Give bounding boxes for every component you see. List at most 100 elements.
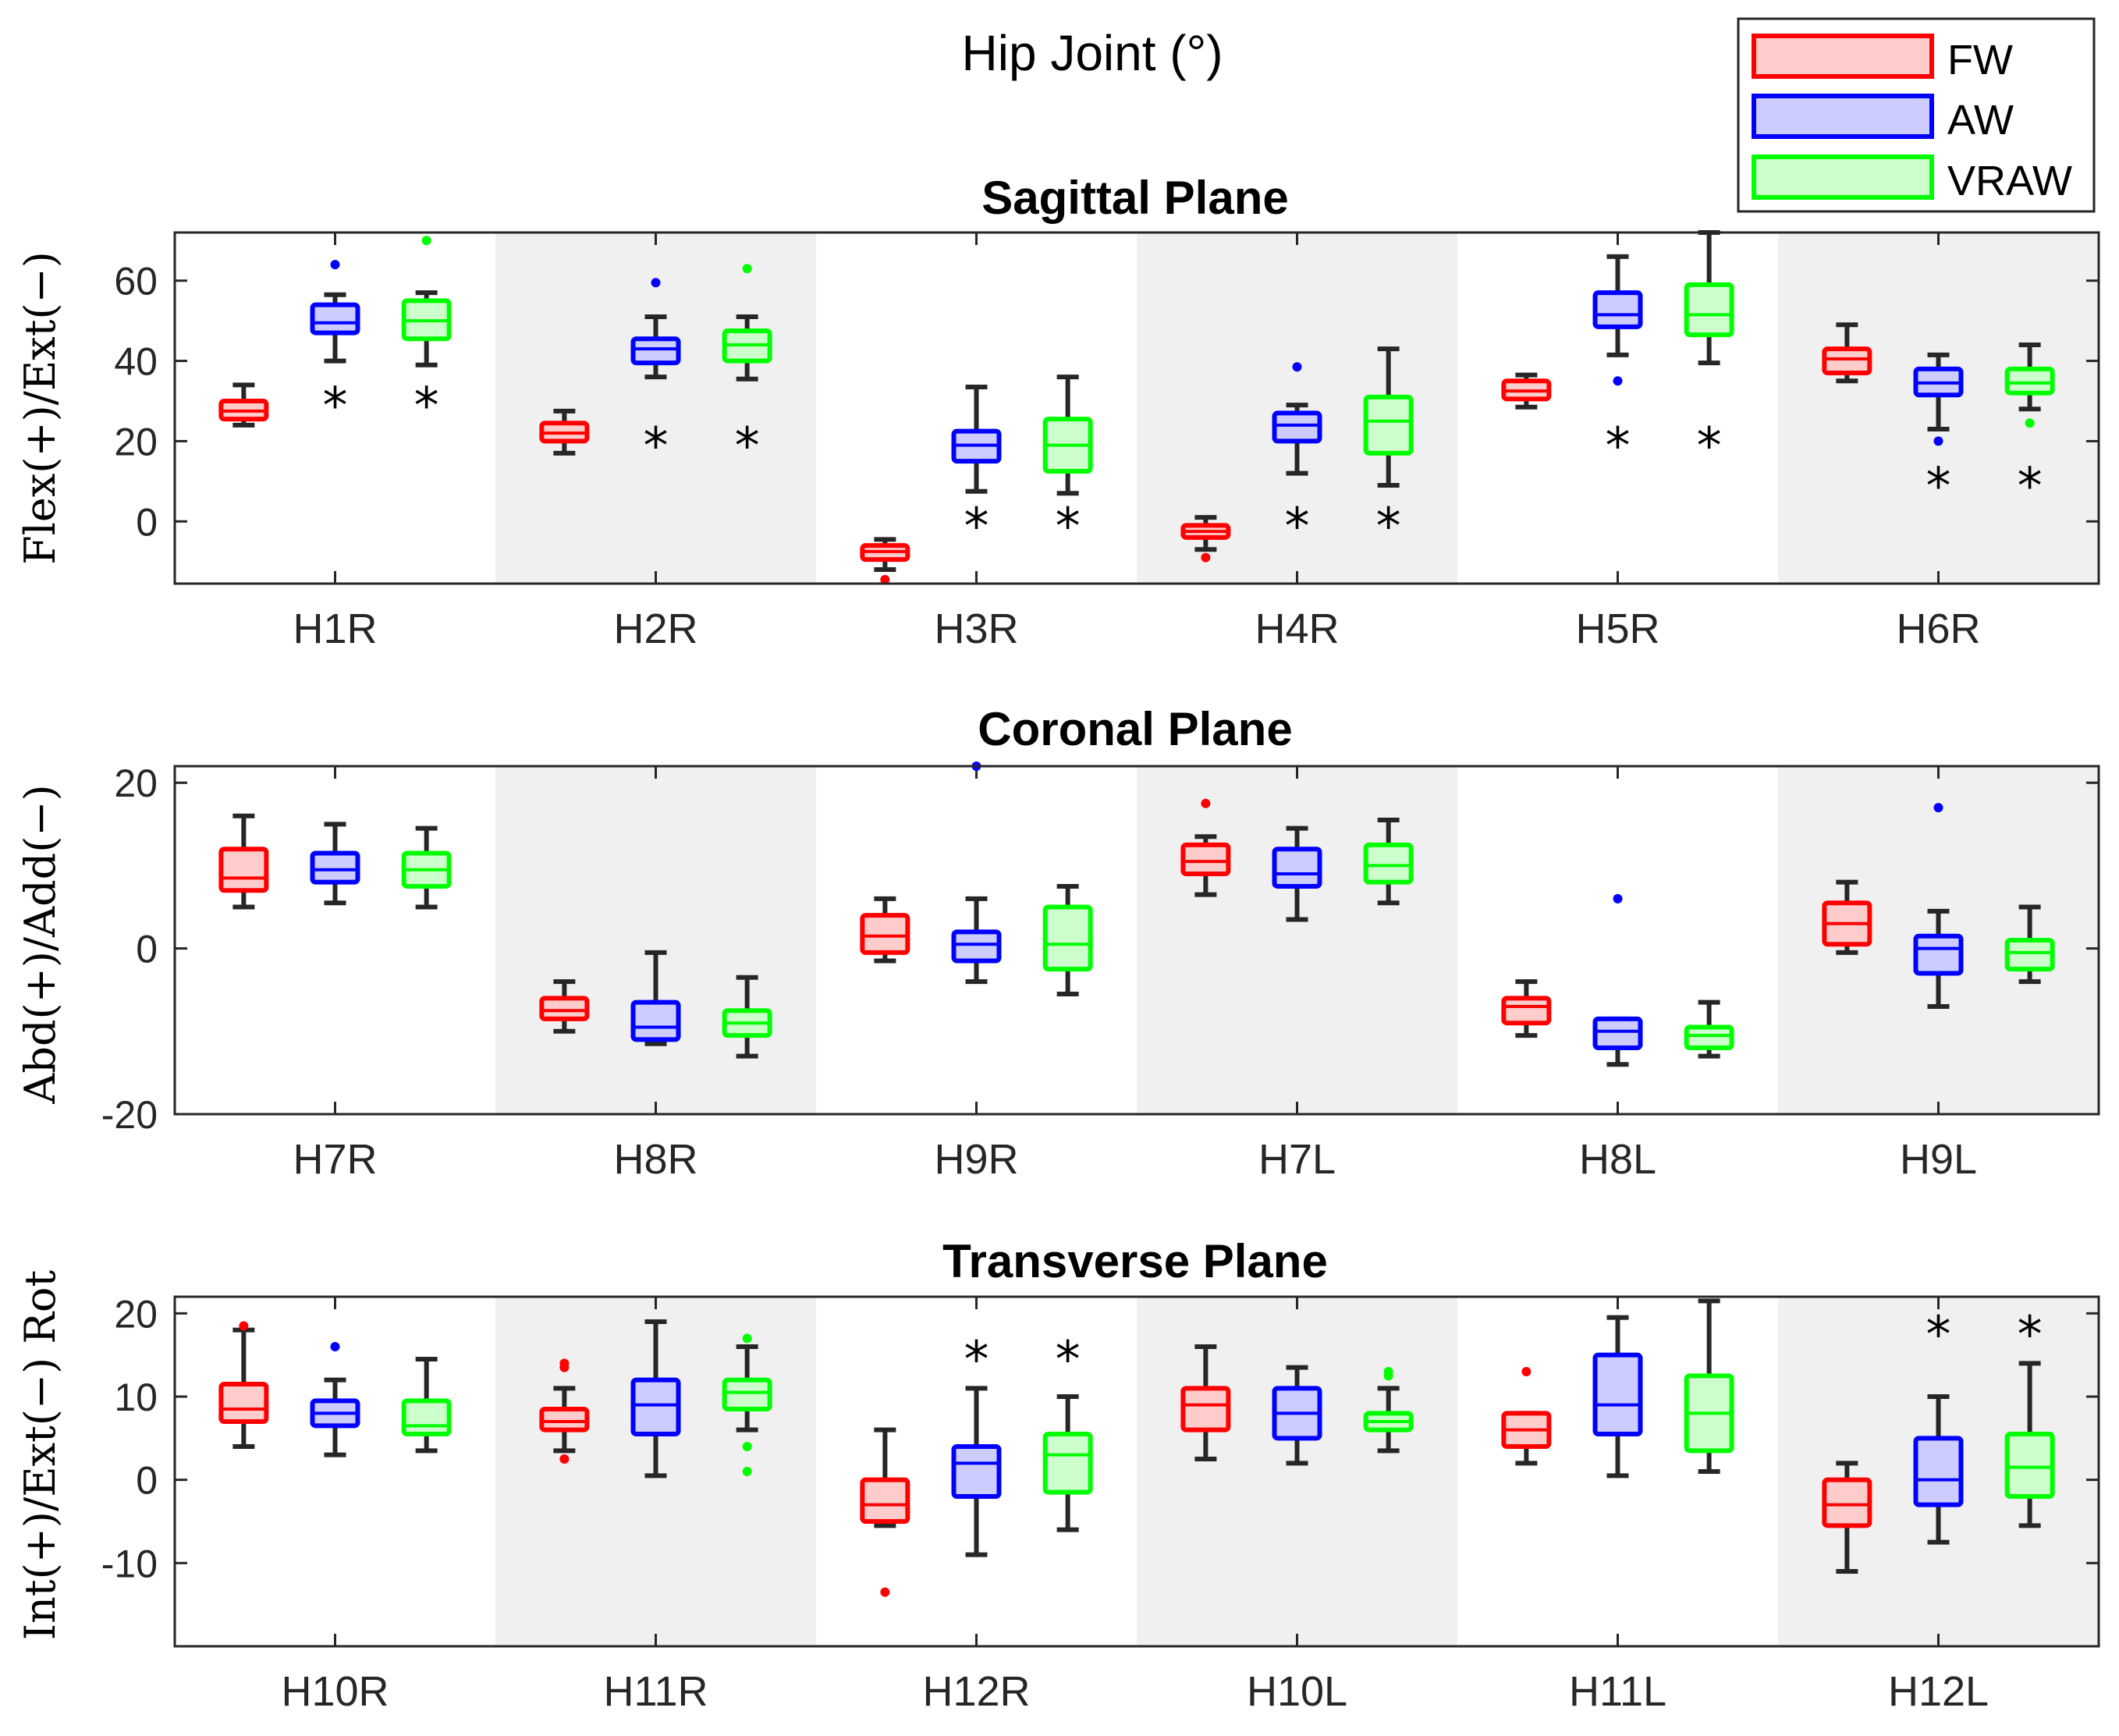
box-aw: * [1913, 1307, 1964, 1545]
box-group-h8r: H8R [539, 766, 772, 1183]
box-iqr [310, 302, 360, 335]
box-vraw [1042, 883, 1093, 997]
box-group-h2r: H2R * * [539, 233, 772, 652]
box-group-h10r: H10R [218, 1297, 452, 1715]
box-group-h7l: H7L [1180, 766, 1414, 1183]
box-aw: * [1913, 352, 1964, 516]
outlier-point [330, 260, 340, 270]
box-group-h3r: H3R * * [860, 233, 1093, 652]
significance-marker: * [1056, 498, 1081, 556]
legend-entry-vraw: VRAW [1752, 154, 2072, 204]
y-tick-label: 0 [136, 1459, 158, 1503]
figure-title: Hip Joint (°) [962, 25, 1223, 81]
axes-frame [173, 765, 2100, 1116]
box-fw [539, 408, 590, 456]
box-aw [630, 950, 681, 1046]
box-iqr [951, 929, 1002, 964]
group-backgrounds [495, 1297, 2099, 1646]
box-group-h12l: H12L * * [1822, 1297, 2055, 1715]
box-fw [218, 1321, 269, 1449]
box-iqr [722, 1377, 772, 1411]
panel-title: Transverse Plane [942, 1235, 1328, 1287]
box-iqr [951, 1444, 1002, 1499]
box-vraw [1363, 818, 1414, 906]
box-iqr [2004, 366, 2055, 396]
box-iqr [630, 336, 681, 366]
y-tick-label: 0 [136, 500, 158, 544]
outlier-point [1613, 376, 1623, 386]
box-iqr [1272, 847, 1322, 889]
box-iqr [1592, 1352, 1643, 1436]
box-aw [310, 1342, 360, 1457]
y-tick-label: 20 [114, 761, 158, 805]
box-fw [539, 1358, 590, 1464]
significance-marker: * [414, 378, 439, 435]
box-iqr [1363, 394, 1414, 456]
y-axis-label: Int(+)/Ext(−) Rot [16, 1270, 65, 1641]
outlier-point [1383, 1371, 1393, 1381]
y-tick-label: 20 [114, 1292, 158, 1336]
outlier-point [1933, 803, 1943, 813]
x-tick-label: H9L [1900, 1136, 1977, 1183]
outlier-point [742, 1442, 752, 1451]
box-fw [1180, 798, 1231, 897]
box-vraw [401, 1357, 452, 1454]
legend-entry-fw: FW [1752, 34, 2013, 83]
significance-marker: * [1926, 458, 1951, 516]
box-vraw: * [2004, 1307, 2055, 1528]
box-iqr [218, 847, 269, 893]
group-shading [495, 233, 816, 584]
box-vraw [722, 1333, 772, 1476]
outlier-point [651, 278, 661, 288]
box-vraw: * [401, 236, 452, 435]
box-group-h4r: H4R * * [1180, 233, 1414, 652]
panel-sagittal: Sagittal Plane Flex(+)/Ext(−) 0 20 40 60 H1R… [16, 172, 2100, 652]
x-tick-label: H11R [603, 1668, 708, 1715]
box-aw [1592, 893, 1643, 1067]
x-tick-label: H10L [1247, 1668, 1347, 1715]
legend: FW AW VRAW [1737, 17, 2096, 213]
box-fw [1822, 322, 1872, 384]
panel-coronal: Coronal Plane Abd(+)/Add(−) -20 0 20 H7R H8R… [16, 703, 2100, 1183]
x-tick-label: H9R [934, 1136, 1018, 1183]
box-fw [218, 813, 269, 910]
box-vraw [722, 975, 772, 1059]
box-group-h11r: H11R [539, 1297, 772, 1715]
box-iqr [2004, 938, 2055, 972]
axes-frame [173, 231, 2100, 585]
box-vraw: * [1042, 375, 1093, 556]
box-vraw: * [1042, 1332, 1093, 1532]
box-vraw: * [1684, 230, 1734, 475]
box-iqr [630, 1377, 681, 1436]
box-vraw: * [2004, 343, 2055, 516]
box-iqr [2004, 1432, 2055, 1499]
x-tick-label: H7R [293, 1136, 377, 1183]
box-group-h9l: H9L [1822, 766, 2055, 1183]
x-tick-label: H4R [1255, 605, 1339, 652]
outlier-point [1201, 552, 1211, 563]
box-iqr [860, 1477, 910, 1524]
box-fw [1501, 372, 1552, 410]
box-vraw [1363, 1367, 1414, 1454]
box-fw [860, 896, 910, 964]
group-shading [1137, 766, 1457, 1114]
box-aw [1913, 803, 1964, 1009]
group-shading [495, 766, 816, 1114]
significance-marker: * [1376, 498, 1401, 556]
y-tick-label: 40 [114, 340, 158, 384]
box-fw [1501, 1367, 1552, 1466]
box-iqr [1822, 1477, 1872, 1528]
box-group-h7r: H7R [218, 766, 452, 1183]
box-iqr [1042, 904, 1093, 972]
box-iqr [1684, 1024, 1734, 1051]
box-iqr [310, 850, 360, 885]
box-aw [1592, 1315, 1643, 1479]
box-group-h9r: H9R [860, 761, 1093, 1183]
outlier-point [330, 1342, 340, 1351]
box-fw [860, 1427, 910, 1597]
x-tick-label: H8L [1579, 1136, 1656, 1183]
box-vraw [2004, 904, 2055, 985]
box-fw [1822, 1461, 1872, 1574]
box-iqr [860, 913, 910, 955]
